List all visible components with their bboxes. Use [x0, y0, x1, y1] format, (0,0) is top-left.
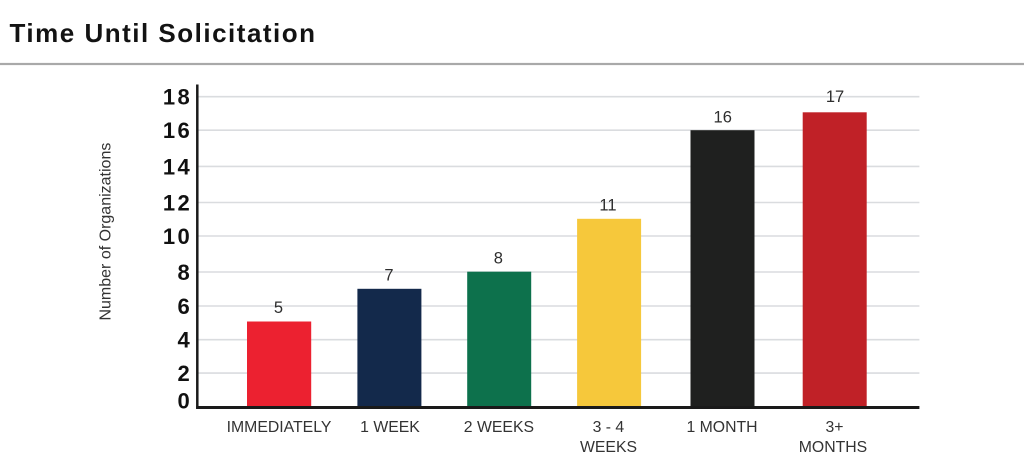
svg-text:17: 17 — [826, 88, 844, 106]
svg-text:11: 11 — [599, 196, 616, 214]
svg-text:Number of Organizations: Number of Organizations — [98, 143, 115, 321]
svg-text:14: 14 — [163, 154, 192, 179]
svg-text:18: 18 — [163, 84, 192, 109]
svg-text:Time Until Solicitation: Time Until Solicitation — [10, 18, 317, 48]
svg-text:3+: 3+ — [825, 419, 843, 436]
svg-text:16: 16 — [714, 108, 732, 126]
svg-text:6: 6 — [178, 294, 193, 319]
svg-text:MONTHS: MONTHS — [799, 439, 867, 456]
svg-text:0: 0 — [178, 388, 193, 413]
svg-text:1 MONTH: 1 MONTH — [686, 419, 757, 436]
svg-text:16: 16 — [163, 118, 192, 143]
svg-text:7: 7 — [384, 267, 393, 285]
svg-text:5: 5 — [274, 299, 283, 317]
svg-text:10: 10 — [163, 224, 192, 249]
svg-text:12: 12 — [163, 191, 192, 216]
svg-text:IMMEDIATELY: IMMEDIATELY — [227, 419, 332, 436]
svg-text:8: 8 — [178, 260, 193, 285]
svg-text:3 - 4: 3 - 4 — [593, 419, 625, 436]
svg-text:1 WEEK: 1 WEEK — [360, 419, 420, 436]
svg-text:2: 2 — [178, 361, 193, 386]
svg-text:4: 4 — [178, 328, 193, 353]
svg-text:WEEKS: WEEKS — [580, 439, 637, 456]
svg-text:8: 8 — [494, 249, 503, 267]
svg-text:2 WEEKS: 2 WEEKS — [464, 419, 534, 436]
